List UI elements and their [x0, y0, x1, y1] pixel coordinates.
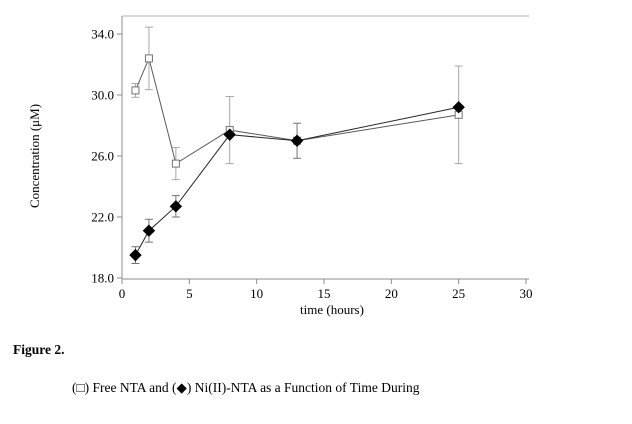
y-tick-label: 30.0: [91, 88, 114, 103]
free-nta-point: [144, 54, 153, 63]
concentration-vs-time-chart: 18.0 22.0 26.0 30.0 34.0 0 5 10 15 20 25 30 Concentr…: [27, 15, 533, 317]
ni-ii-nta-point: [452, 100, 465, 114]
free-nta-point: [131, 86, 140, 95]
ni-ii-nta-line: [135, 106, 459, 256]
y-tick-label: 18.0: [91, 271, 114, 286]
ni-ii-nta-point: [169, 200, 183, 213]
ni-ii-nta-point: [142, 224, 156, 237]
x-axis-title: time (hours): [300, 302, 364, 317]
free-nta-line: [135, 56, 459, 165]
x-tick-label: 30: [520, 286, 533, 301]
x-tick-label: 20: [385, 286, 398, 301]
x-tick-label: 10: [250, 286, 263, 301]
x-tick-label: 25: [452, 286, 465, 301]
figure-caption-text: (□) Free NTA and (◆) Ni(II)-NTA as a Fun…: [72, 340, 519, 424]
y-tick-label: 26.0: [91, 149, 114, 164]
free-nta-point: [171, 159, 180, 168]
caption-line-1: (□) Free NTA and (◆) Ni(II)-NTA as a Fun…: [72, 380, 420, 395]
ni-ii-nta-point: [129, 248, 142, 262]
ni-ii-nta-point: [290, 134, 304, 147]
x-tick-label: 5: [186, 286, 193, 301]
y-tick-label: 22.0: [91, 210, 114, 225]
figure-caption-label: Figure 2.: [13, 342, 65, 357]
x-tick-label: 0: [119, 286, 126, 301]
figure-caption: Figure 2. (□) Free NTA and (◆) Ni(II)-NT…: [13, 340, 519, 424]
x-tick-label: 15: [318, 286, 331, 301]
y-axis-title: Concentration (μM): [27, 104, 42, 208]
ni-ii-nta-point: [223, 128, 236, 141]
y-tick-label: 34.0: [91, 27, 114, 42]
